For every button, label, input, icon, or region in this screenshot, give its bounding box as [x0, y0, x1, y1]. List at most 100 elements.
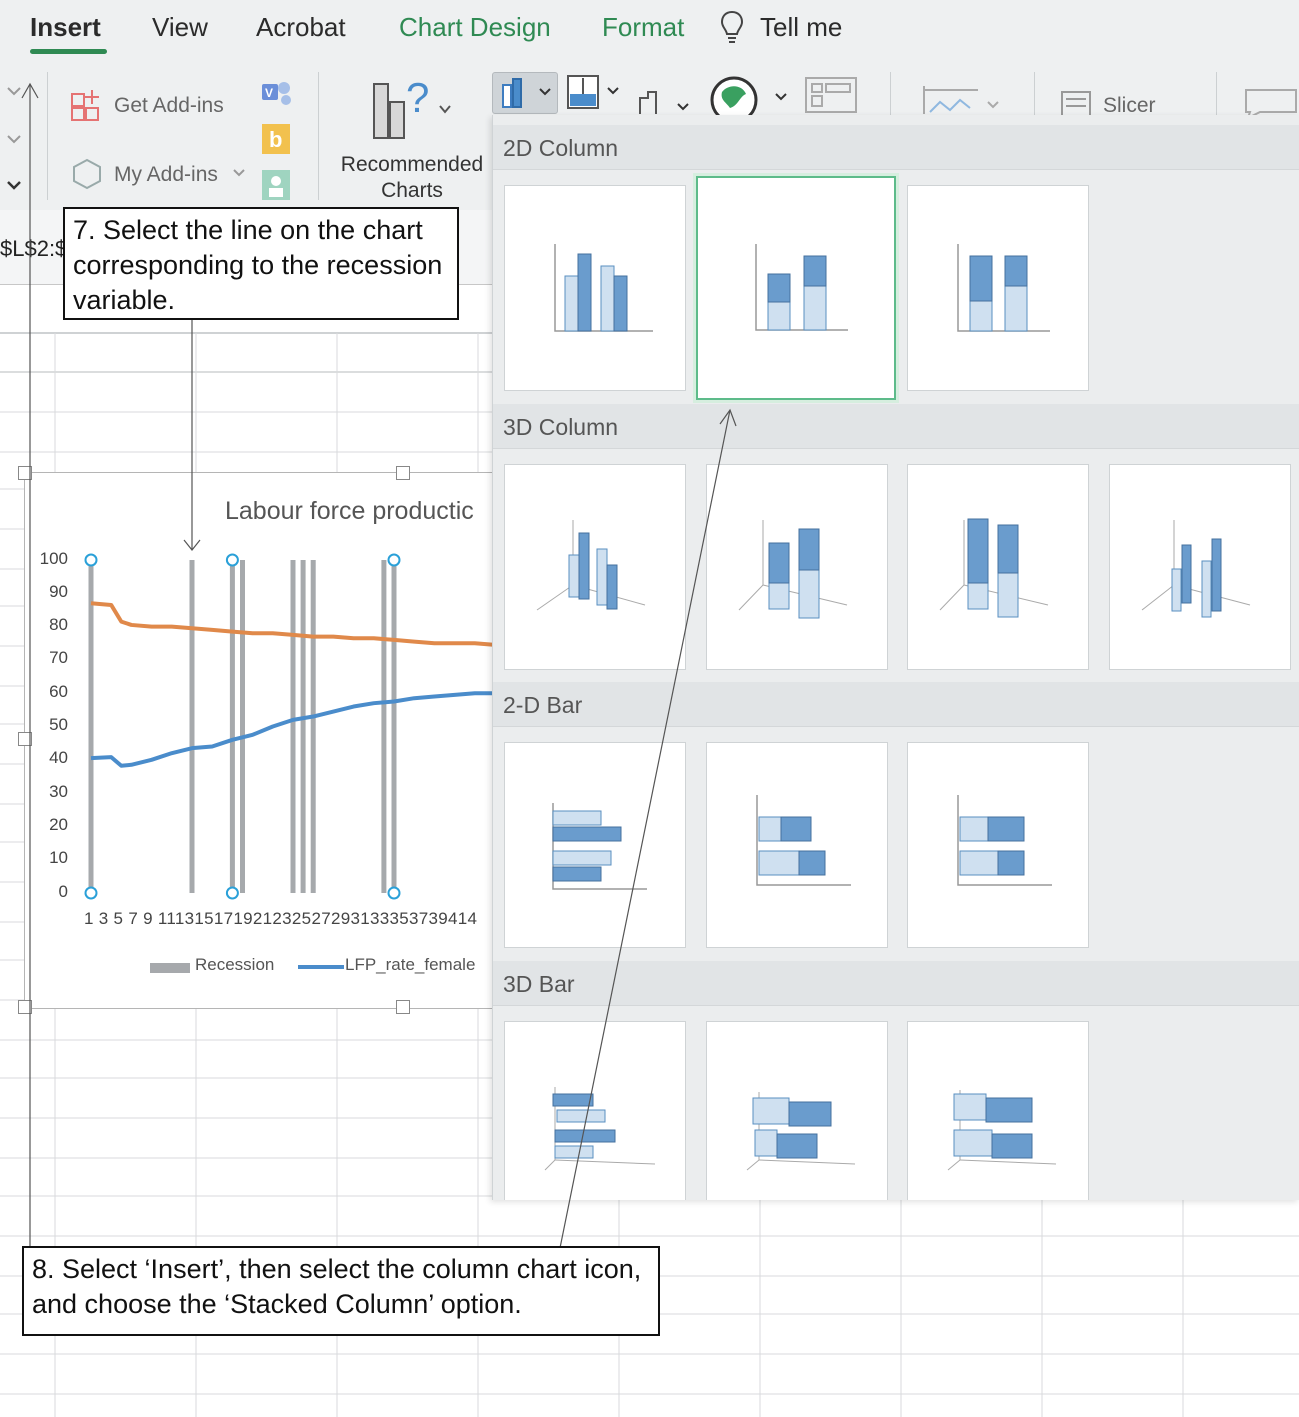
section-label: 2-D Bar — [503, 692, 583, 718]
stacked-bar-option[interactable] — [706, 742, 888, 948]
series-selection-handle[interactable] — [387, 553, 401, 567]
chart-title[interactable]: Labour force productic — [225, 497, 474, 525]
recession-bar[interactable] — [189, 560, 195, 893]
cell-reference[interactable]: $L$2:$ — [0, 236, 68, 261]
chart-type-gallery[interactable]: 2D Column 3D Column — [492, 115, 1299, 1200]
tab-format[interactable]: Format — [602, 12, 685, 42]
series-selection-handle[interactable] — [225, 886, 239, 900]
series-selection-handle[interactable] — [225, 553, 239, 567]
stacked-100-bar-option[interactable] — [907, 742, 1089, 948]
3d-stacked-100-bar-option[interactable] — [907, 1021, 1089, 1200]
recession-bar[interactable] — [88, 560, 94, 893]
y-tick-label: 70 — [49, 648, 68, 667]
recession-bar[interactable] — [240, 560, 245, 893]
3d-stacked-100-column-option[interactable] — [907, 464, 1089, 670]
section-label: 2D Column — [503, 135, 619, 161]
section-3d-column: 3D Column — [493, 404, 1299, 449]
svg-text:V: V — [265, 86, 273, 100]
get-addins-button[interactable]: Get Add-ins — [114, 94, 224, 117]
tab-view[interactable]: View — [152, 12, 208, 42]
recommended-charts-label-2[interactable]: Charts — [381, 179, 443, 202]
tab-insert[interactable]: Insert — [30, 12, 101, 42]
resize-handle[interactable] — [396, 1000, 410, 1014]
section-2d-bar: 2-D Bar — [493, 682, 1299, 727]
legend-label-lfp-female[interactable]: LFP_rate_female — [345, 955, 476, 974]
stacked-column-option[interactable] — [696, 176, 896, 400]
column-chart-button[interactable] — [492, 72, 558, 114]
y-tick-label: 40 — [49, 748, 68, 767]
stacked-column-icon — [755, 244, 848, 331]
plot-area[interactable] — [0, 0, 500, 1010]
series-line-orange[interactable] — [90, 601, 496, 647]
recession-bar[interactable] — [290, 560, 296, 893]
section-label: 3D Bar — [503, 971, 575, 997]
x-tick-labels: 1 3 5 7 9 111315171921232527293133353739… — [84, 909, 478, 928]
svg-text:?: ? — [406, 76, 429, 121]
recession-bar[interactable] — [391, 560, 397, 893]
ribbon-scroll-chevrons[interactable] — [4, 84, 26, 224]
tab-tell-me[interactable]: Tell me — [760, 12, 843, 42]
stacked-100-bar-icon — [957, 795, 1052, 886]
clustered-bar-icon — [552, 803, 647, 890]
series-selection-handle[interactable] — [84, 553, 98, 567]
3d-stacked-bar-icon — [746, 1092, 856, 1171]
my-addins-icon — [73, 158, 101, 190]
recommended-charts-icon[interactable]: ? — [368, 76, 458, 146]
clustered-column-option[interactable] — [504, 185, 686, 391]
3d-column-icon — [1141, 520, 1251, 618]
ribbon-tab-bar: Insert View Acrobat Chart Design Format … — [0, 0, 1299, 60]
tab-acrobat[interactable]: Acrobat — [256, 12, 346, 42]
resize-handle[interactable] — [396, 466, 410, 480]
y-tick-label: 0 — [58, 882, 68, 901]
series-selection-handle[interactable] — [84, 886, 98, 900]
3d-clustered-bar-icon — [544, 1087, 656, 1171]
pivot-chart-icon[interactable] — [804, 76, 860, 114]
y-tick-label: 50 — [49, 715, 68, 734]
y-tick-label: 60 — [49, 682, 68, 701]
active-tab-indicator — [30, 49, 107, 54]
resize-handle[interactable] — [18, 466, 32, 480]
maps-globe-icon[interactable] — [708, 74, 792, 116]
recession-bar[interactable] — [381, 560, 387, 893]
clustered-bar-option[interactable] — [504, 742, 686, 948]
3d-stacked-bar-option[interactable] — [706, 1021, 888, 1200]
series-selection-handle[interactable] — [387, 886, 401, 900]
3d-clustered-column-option[interactable] — [504, 464, 686, 670]
series-line-lfp-female[interactable] — [90, 691, 495, 768]
resize-handle[interactable] — [18, 1000, 32, 1014]
sparklines-icon[interactable] — [920, 82, 1004, 116]
visio-icon[interactable]: V — [260, 78, 294, 108]
recession-bar[interactable] — [229, 560, 235, 893]
slicer-button[interactable]: Slicer — [1103, 94, 1156, 117]
hierarchy-chart-icon[interactable] — [566, 74, 626, 112]
y-tick-label: 80 — [49, 615, 68, 634]
column-chart-icon — [502, 78, 551, 108]
chart-area[interactable] — [24, 472, 504, 1009]
toolbar-separator — [47, 72, 48, 200]
section-3d-bar: 3D Bar — [493, 961, 1299, 1006]
resize-handle[interactable] — [18, 732, 32, 746]
toolbar-separator — [318, 72, 319, 200]
chevron-down-icon[interactable] — [232, 168, 246, 178]
my-addins-button[interactable]: My Add-ins — [114, 163, 218, 186]
recession-bar[interactable] — [310, 560, 316, 893]
recommended-charts-label[interactable]: Recommended — [340, 153, 484, 176]
3d-column-option[interactable] — [1109, 464, 1291, 670]
bing-icon[interactable]: b — [260, 122, 292, 156]
y-tick-label: 90 — [49, 582, 68, 601]
lightbulb-icon — [720, 10, 744, 43]
3d-stacked-column-option[interactable] — [706, 464, 888, 670]
recession-bar[interactable] — [300, 560, 306, 893]
stacked-100-column-option[interactable] — [907, 185, 1089, 391]
legend-label-recession[interactable]: Recession — [195, 955, 275, 974]
y-tick-label: 100 — [39, 549, 68, 568]
stacked-100-column-icon — [957, 244, 1050, 332]
svg-text:b: b — [269, 127, 282, 152]
tab-chart-design[interactable]: Chart Design — [399, 12, 551, 42]
people-graph-icon[interactable] — [260, 168, 292, 202]
waterfall-chart-icon[interactable] — [636, 90, 696, 116]
callout-step-7: 7. Select the line on the chart correspo… — [63, 207, 459, 320]
section-2d-column: 2D Column — [493, 125, 1299, 170]
3d-clustered-bar-option[interactable] — [504, 1021, 686, 1200]
